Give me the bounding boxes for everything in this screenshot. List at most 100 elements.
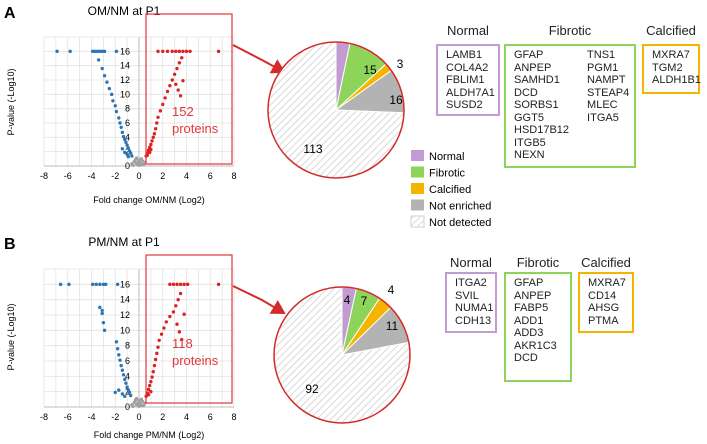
- enriched-count: 118: [172, 336, 193, 351]
- data-point-down: [117, 353, 121, 357]
- category-title: Fibrotic: [548, 23, 592, 38]
- x-tick-label: -6: [64, 171, 72, 181]
- data-point-down: [102, 74, 107, 78]
- data-point-up: [164, 320, 169, 324]
- data-point-up: [185, 282, 190, 287]
- protein-name: TGM2: [652, 61, 683, 74]
- data-point-down: [100, 49, 104, 54]
- data-point-up: [180, 337, 184, 342]
- pie-label-fibrotic: 15: [363, 63, 377, 77]
- data-point-down: [120, 130, 125, 135]
- data-point-down: [107, 86, 112, 91]
- protein-name: MXRA7: [652, 49, 690, 61]
- protein-name: SORBS1: [514, 99, 559, 111]
- data-point-down: [117, 116, 121, 120]
- protein-name: PGM1: [587, 61, 619, 74]
- panel-b: B PM/NM at P1 -8 -6 -4 -2 0 2 4 6 8 0 2 4 6 8 10 12 14 16 Fo…: [4, 235, 411, 440]
- x-tick-label: -8: [40, 412, 48, 422]
- x-tick-label: -4: [87, 412, 95, 422]
- data-point-up: [155, 121, 159, 125]
- y-tick-label: 10: [120, 89, 130, 99]
- data-point-up: [172, 72, 177, 76]
- legend-swatch-not-enriched: [411, 199, 424, 211]
- y-tick-label: 14: [120, 295, 130, 305]
- y-tick-label: 2: [125, 387, 130, 397]
- pie-outline: [267, 41, 405, 179]
- data-point-up: [162, 326, 166, 330]
- category-title: Normal: [450, 255, 492, 270]
- legend-label: Not detected: [429, 217, 491, 229]
- protein-name: DCD: [514, 352, 538, 364]
- data-point-down: [117, 388, 121, 392]
- data-point-up: [150, 139, 154, 143]
- x-tick-label: -2: [111, 412, 119, 422]
- x-axis-label: Fold change OM/NM (Log2): [93, 195, 205, 205]
- protein-name: ITGA5: [587, 111, 619, 124]
- legend-label: Not enriched: [429, 201, 491, 213]
- data-point-up: [161, 102, 165, 107]
- protein-list-box-calcified: MXRA7 CD14 AHSG PTMA: [578, 272, 634, 333]
- data-point-down: [127, 390, 132, 395]
- data-point-down: [120, 392, 125, 396]
- protein-name: ADD3: [514, 327, 544, 339]
- panel-letter: A: [4, 5, 16, 22]
- data-point-up: [152, 132, 157, 136]
- data-point-up: [177, 49, 182, 54]
- data-point-up: [170, 49, 174, 54]
- data-point-down: [120, 368, 125, 372]
- y-tick-label: 6: [125, 118, 130, 128]
- data-point-down: [126, 154, 131, 159]
- data-point-down: [102, 328, 107, 333]
- data-point-down: [119, 363, 123, 368]
- data-point-down: [101, 282, 106, 287]
- data-point-down: [121, 134, 126, 139]
- protein-name: AHSG: [588, 302, 620, 314]
- data-point-up: [178, 291, 183, 296]
- data-point-up: [151, 135, 155, 140]
- enriched-region-box: [145, 13, 233, 165]
- protein-name: SAMHD1: [514, 74, 560, 86]
- data-point-up: [216, 282, 221, 287]
- protein-name: FABP5: [514, 302, 549, 314]
- data-point-down: [105, 80, 109, 84]
- data-point-down: [100, 308, 104, 313]
- protein-name: ALDH1B1: [652, 74, 701, 86]
- protein-name: ANPEP: [514, 61, 552, 74]
- legend-swatch-calcified: [411, 183, 424, 194]
- data-point-up: [175, 322, 179, 326]
- category-title: Calcified: [581, 255, 631, 270]
- protein-name: GFAP: [514, 277, 544, 289]
- y-tick-label: 4: [125, 132, 130, 142]
- data-point-down: [68, 49, 72, 54]
- data-point-up: [150, 375, 154, 379]
- y-tick-label: 6: [125, 356, 130, 366]
- data-point-neutral: [131, 163, 135, 167]
- data-point-down: [120, 147, 125, 151]
- protein-name: FBLIM1: [446, 74, 485, 86]
- y-tick-label: 16: [120, 46, 130, 56]
- data-point-up: [182, 312, 186, 316]
- legend-label: Calcified: [429, 184, 471, 196]
- y-tick-label: 8: [125, 341, 130, 351]
- y-tick-label: 0: [125, 161, 130, 171]
- x-axis-label: Fold change PM/NM (Log2): [94, 430, 205, 440]
- data-point-neutral: [131, 404, 135, 408]
- volcano-title: PM/NM at P1: [88, 235, 160, 249]
- data-point-down: [94, 282, 98, 287]
- data-point-up: [170, 78, 174, 82]
- x-tick-label: -4: [87, 171, 95, 181]
- x-tick-label: 2: [160, 412, 165, 422]
- protein-name: STEAP4: [587, 86, 630, 99]
- y-tick-label: 8: [125, 104, 130, 114]
- data-point-up: [168, 314, 172, 319]
- protein-name: GFAP: [514, 49, 544, 61]
- protein-name: ITGA2: [455, 277, 487, 289]
- data-point-up: [181, 49, 185, 54]
- data-point-down: [128, 393, 133, 398]
- protein-name: COL4A2: [446, 61, 489, 74]
- panel-a: A OM/NM at P1 -8 -6 -4 -2 0 2 4 6 8 0 2 4 6 8 10 12 14 16 Fo…: [4, 4, 405, 205]
- data-point-up: [156, 345, 160, 349]
- data-point-down: [126, 146, 131, 150]
- y-tick-label: 12: [120, 310, 130, 320]
